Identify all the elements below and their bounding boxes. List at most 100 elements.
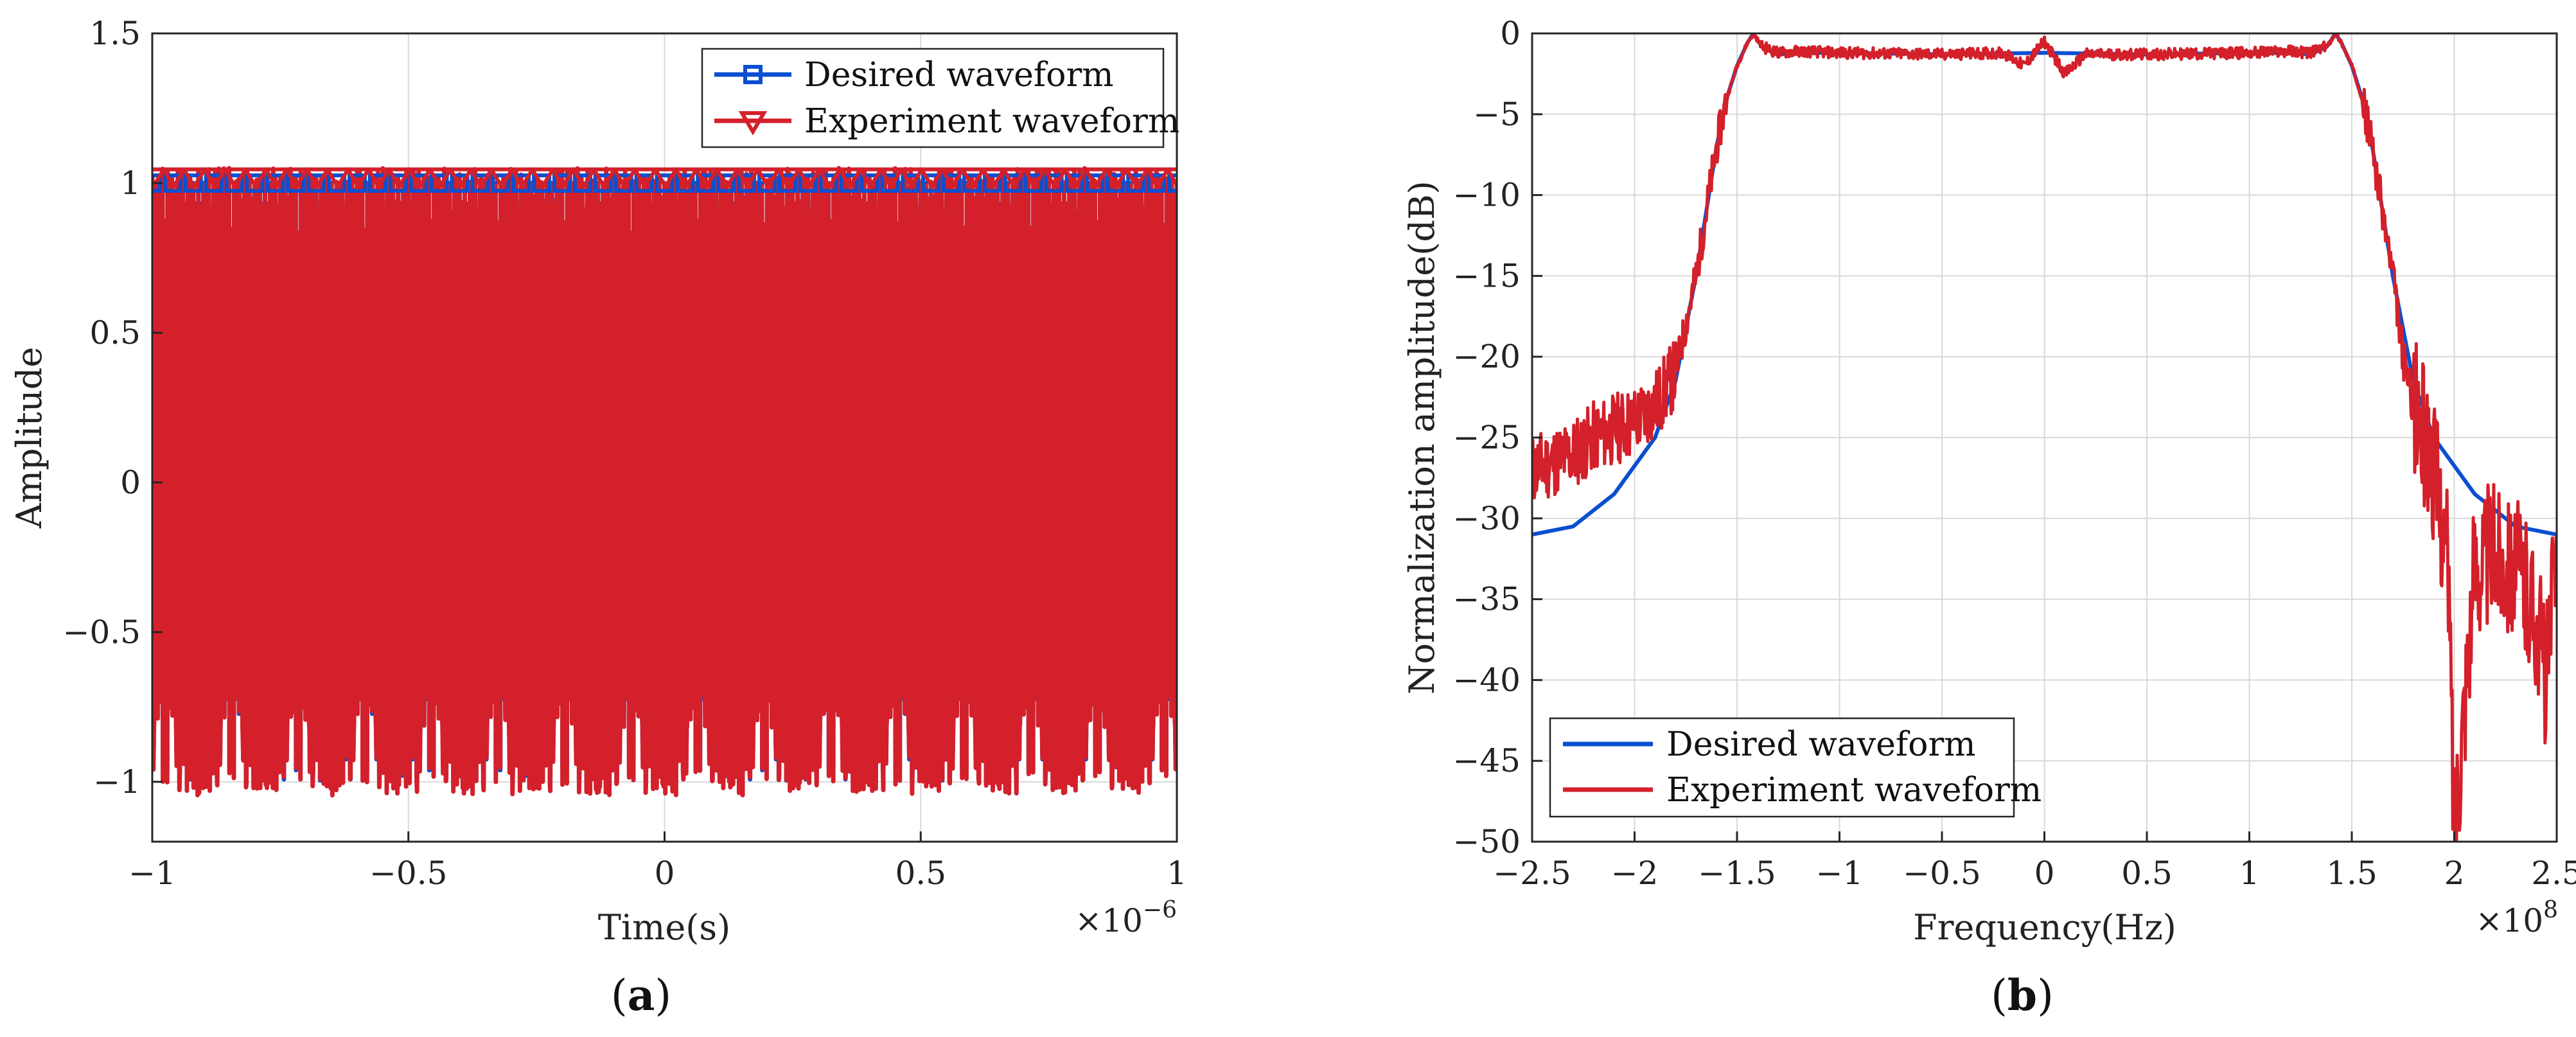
- chart-a-legend-marker-desired: [743, 65, 763, 84]
- chart-a-y-tick-label: 0: [120, 464, 141, 501]
- chart-a-desired-marker: [183, 173, 203, 193]
- chart-a-desired-marker: [532, 173, 552, 193]
- chart-a-experiment-marker: [713, 167, 741, 191]
- chart-a-x-tick-label: 0: [655, 855, 675, 892]
- chart-b-ylabel: Normalization amplitude(dB): [1402, 181, 1442, 694]
- chart-a-desired-marker: [224, 173, 244, 193]
- chart-b-x-tick-label: 1.5: [2326, 855, 2378, 892]
- chart-a-legend-marker-experiment: [738, 111, 768, 136]
- chart-a-experiment-marker: [1082, 167, 1110, 191]
- chart-a-desired-marker: [409, 173, 428, 193]
- chart-b-y-tick-label: −35: [1452, 581, 1521, 618]
- chart-a-desired-marker: [552, 173, 572, 193]
- chart-a-desired-marker: [901, 173, 921, 193]
- chart-a-experiment-marker: [1000, 167, 1028, 191]
- chart-a-desired-marker: [327, 173, 347, 193]
- chart-a-experiment-marker: [877, 167, 905, 191]
- chart-b-y-tick-label: −25: [1452, 419, 1521, 456]
- chart-a-desired-marker: [348, 173, 367, 193]
- chart-a-experiment-marker: [426, 167, 454, 191]
- chart-a-experiment-marker: [365, 167, 393, 191]
- chart-a-desired-marker: [860, 173, 879, 193]
- chart-a-desired-marker: [818, 173, 838, 193]
- chart-b-y-tick-label: −30: [1452, 500, 1521, 537]
- chart-a-experiment-marker: [918, 167, 946, 191]
- chart-a-experiment-marker: [754, 167, 782, 191]
- chart-a-desired-marker: [655, 173, 675, 193]
- chart-a-desired-marker: [388, 173, 408, 193]
- chart-b-x-tick-label: −1.5: [1698, 855, 1776, 892]
- chart-a-experiment-marker: [856, 167, 885, 191]
- chart-b-legend-box: [1549, 717, 2015, 818]
- chart-b-series-experiment-line: [1532, 33, 2557, 842]
- chart-b-legend-label-desired: Desired waveform: [1666, 725, 1976, 764]
- chart-a-desired-marker: [839, 173, 859, 193]
- chart-a-experiment-marker: [959, 167, 987, 191]
- chart-a-experiment-marker: [836, 167, 864, 191]
- chart-a-experiment-marker: [1164, 167, 1177, 189]
- chart-b-x-tick-label: −2.5: [1493, 855, 1571, 892]
- chart-a-desired-marker: [716, 173, 736, 193]
- chart-a-x-exponent: ×10−6: [1075, 897, 1177, 939]
- chart-a-desired-marker: [491, 173, 511, 193]
- chart-a-experiment-marker: [152, 167, 167, 191]
- chart-b-x-tick-label: 0: [2034, 855, 2055, 892]
- chart-a-desired-marker: [1064, 173, 1084, 193]
- chart-b-y-tick-label: 0: [1500, 15, 1521, 52]
- chart-a-desired-marker: [593, 173, 613, 193]
- chart-a-ylabel: Amplitude: [9, 347, 49, 529]
- chart-b-panel-label: (b): [1991, 970, 2054, 1020]
- chart-a-legend-label-desired: Desired waveform: [804, 56, 1114, 94]
- chart-a-x-tick-label: −0.5: [369, 855, 447, 892]
- chart-b-y-tick-label: −40: [1452, 661, 1521, 698]
- chart-a-experiment-marker: [201, 167, 229, 191]
- chart-b: −2.5 −2 −1.5 −1 −0.5 0 0.5 1 1.5 2 2.5 0 −5 −10 −15 −2…: [1402, 15, 2576, 1020]
- chart-a-y-tick-label: −1: [93, 763, 141, 801]
- chart-a-y-tick-label: 1: [120, 164, 141, 202]
- chart-b-x-exponent: ×108: [2476, 897, 2558, 939]
- chart-a-experiment-marker: [549, 167, 577, 191]
- chart-a-experiment-marker: [1123, 167, 1151, 191]
- chart-a-desired-marker: [245, 173, 265, 193]
- chart-a-legend-label-experiment: Experiment waveform: [804, 102, 1179, 141]
- chart-a-desired-marker: [696, 173, 716, 193]
- chart-a: −1 −0.5 0 0.5 1 −1 −0.5 0 0.5 1 1.5 Time(s) Ampli…: [9, 15, 1187, 1020]
- chart-a-x-ticks: −1 −0.5 0 0.5 1: [128, 831, 1187, 892]
- chart-a-y-tick-label: 1.5: [89, 15, 141, 52]
- chart-a-experiment-marker: [611, 167, 639, 191]
- chart-a-experiment-marker: [242, 167, 270, 191]
- chart-b-x-ticks: −2.5 −2 −1.5 −1 −0.5 0 0.5 1 1.5 2 2.5: [1493, 831, 2576, 892]
- chart-a-desired-marker: [1023, 173, 1043, 193]
- chart-a-experiment-marker: [344, 167, 372, 191]
- chart-a-legend-box: [701, 48, 1165, 148]
- chart-b-x-tick-label: 0.5: [2121, 855, 2173, 892]
- chart-a-desired-marker: [306, 173, 326, 193]
- chart-a-desired-marker: [798, 173, 818, 193]
- chart-b-x-tick-label: 2.5: [2531, 855, 2576, 892]
- chart-a-x-tick-label: 0.5: [895, 855, 946, 892]
- chart-a-desired-marker: [880, 173, 900, 193]
- chart-a-desired-marker: [982, 173, 1002, 193]
- chart-a-panel-label: (a): [611, 970, 671, 1020]
- chart-a-experiment-marker: [672, 167, 700, 191]
- chart-b-x-tick-label: −2: [1611, 855, 1659, 892]
- chart-a-desired-marker: [286, 173, 306, 193]
- chart-a-experiment-marker: [262, 167, 290, 191]
- chart-a-desired-marker: [1003, 173, 1023, 193]
- chart-a-desired-marker: [470, 173, 490, 193]
- chart-a-experiment-marker: [324, 167, 351, 191]
- chart-a-experiment-marker: [181, 167, 208, 191]
- chart-a-experiment-marker: [446, 167, 475, 191]
- chart-a-desired-marker: [942, 173, 962, 193]
- chart-a-series-desired-markers: [152, 173, 1177, 193]
- chart-b-y-ticks: 0 −5 −10 −15 −20 −25 −30 −35 −40 −45 −50: [1452, 15, 1542, 860]
- chart-b-y-tick-label: −10: [1452, 177, 1521, 214]
- chart-a-experiment-marker: [631, 167, 659, 191]
- chart-a-x-tick-label: −1: [128, 855, 176, 892]
- chart-a-experiment-marker: [283, 167, 311, 191]
- chart-a-desired-marker: [1085, 173, 1105, 193]
- chart-a-experiment-marker: [980, 167, 1007, 191]
- chart-a-experiment-marker: [734, 167, 761, 191]
- chart-b-x-tick-label: −1: [1816, 855, 1864, 892]
